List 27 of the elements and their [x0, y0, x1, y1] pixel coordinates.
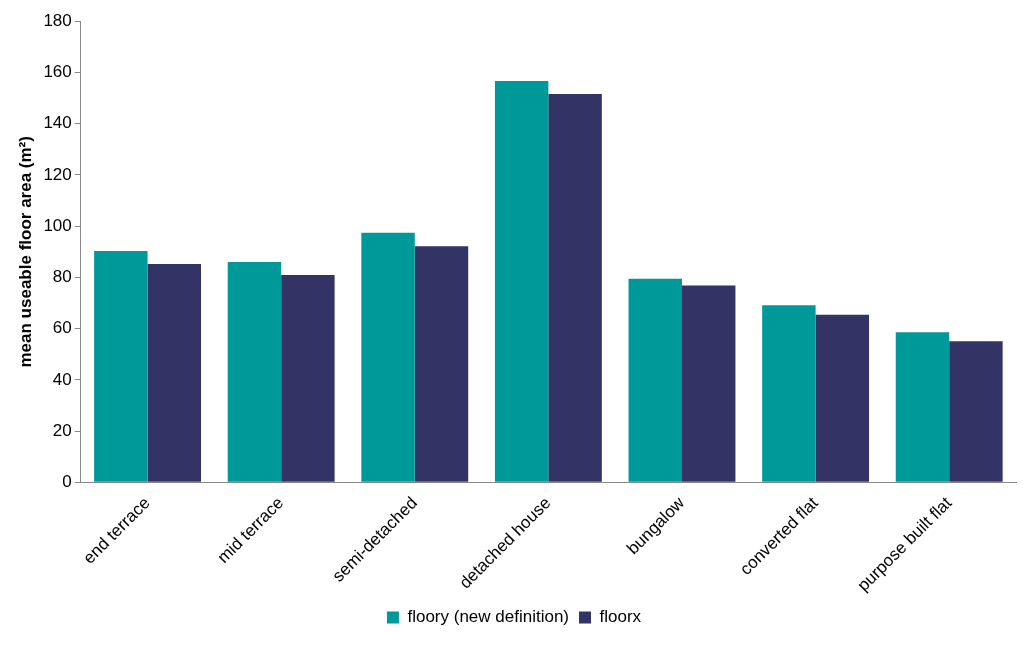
bar	[361, 232, 415, 482]
y-tick-label: 80	[52, 267, 72, 287]
y-tick-label: 0	[62, 472, 72, 492]
bar	[628, 278, 682, 482]
y-tick-label: 120	[43, 164, 72, 184]
y-tick-label: 20	[52, 420, 72, 440]
y-tick-label: 60	[52, 318, 72, 338]
y-tick-label: 40	[52, 369, 72, 389]
bar	[681, 285, 736, 482]
bar	[815, 314, 870, 482]
bar	[762, 305, 816, 482]
bar	[548, 93, 602, 482]
bar	[949, 341, 1003, 482]
bar	[895, 332, 950, 482]
y-tick-label: 160	[43, 62, 72, 82]
legend-label: floory (new definition)	[407, 607, 570, 627]
bar	[147, 264, 202, 482]
bar	[94, 251, 148, 482]
bar	[227, 262, 282, 482]
legend-label: floorx	[599, 607, 642, 627]
y-tick-label: 180	[43, 10, 72, 30]
bar	[281, 275, 335, 482]
y-tick-label: 100	[43, 215, 72, 235]
y-axis-title: mean useable floor area (m²)	[15, 136, 35, 368]
bar	[414, 246, 469, 482]
y-tick-label: 140	[43, 113, 72, 133]
bar	[494, 80, 549, 482]
